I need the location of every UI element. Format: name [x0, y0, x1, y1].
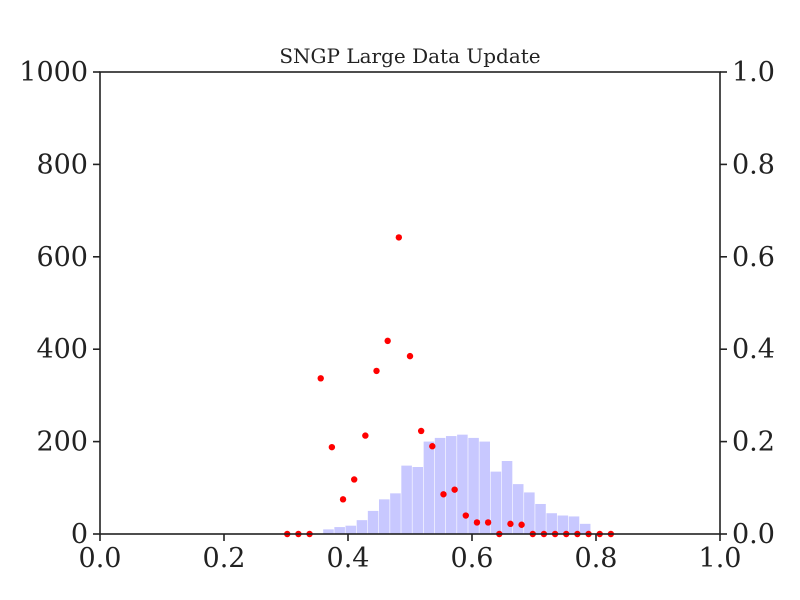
scatter-point: [440, 491, 447, 498]
y-tick-label: 200: [36, 427, 88, 458]
scatter-point: [473, 519, 481, 526]
scatter-point: [362, 432, 369, 439]
histogram-bar: [379, 499, 390, 534]
histogram-bar: [334, 527, 345, 534]
plot-frame: [99, 71, 721, 535]
scatter-point: [451, 486, 458, 493]
histogram-bar: [434, 437, 446, 534]
histogram-bar: [345, 525, 357, 534]
scatter-point: [518, 521, 525, 528]
histogram-bar: [557, 515, 569, 534]
histogram-bar: [401, 465, 412, 534]
scatter-point: [417, 427, 425, 435]
histogram-bar: [535, 503, 546, 534]
y2-tick-label: 0.8: [732, 149, 775, 180]
scatter-point: [484, 519, 492, 526]
scatter-point: [429, 443, 436, 450]
y2-tick-label: 0.6: [732, 242, 775, 273]
histogram-bar: [356, 520, 368, 534]
histogram-bar: [323, 529, 334, 534]
x-tick-label: 0.4: [327, 543, 370, 574]
x-tick-label: 0.6: [451, 543, 494, 574]
histogram-bar: [501, 461, 513, 534]
histogram-bar: [546, 513, 557, 534]
chart-title: SNGP Large Data Update: [279, 44, 540, 68]
histogram-bar: [524, 492, 535, 534]
y-tick-label: 0: [71, 519, 88, 550]
scatter-point: [462, 512, 469, 519]
histogram-bar: [457, 434, 468, 534]
scatter-point: [328, 443, 336, 451]
histogram-bar: [468, 437, 479, 534]
histogram-bar: [367, 510, 379, 534]
histogram-bar: [412, 467, 424, 534]
y-tick-label: 800: [36, 149, 88, 180]
histogram-bar: [390, 493, 401, 534]
x-tick-label: 0.0: [79, 543, 122, 574]
histogram: [323, 434, 591, 534]
y-tick-label: 600: [36, 242, 88, 273]
y2-tick-label: 0.2: [732, 427, 775, 458]
scatter-point: [395, 234, 403, 241]
y2-tick-label: 1.0: [732, 57, 775, 88]
x-tick-label: 0.2: [203, 543, 246, 574]
scatter-point: [351, 476, 358, 483]
y-tick-label: 400: [36, 334, 88, 365]
y2-tick-label: 0.0: [732, 519, 775, 550]
y2-tick-label: 0.4: [732, 334, 775, 365]
histogram-bar: [568, 516, 580, 534]
x-tick-label: 0.8: [575, 543, 618, 574]
scatter-point: [339, 496, 347, 503]
axes: 0.0 0.2 0.4 0.6 0.8 1.0 0 200 400 600 800 1000 0.0 0.…: [19, 57, 775, 574]
histogram-bar: [445, 436, 457, 534]
scatter-points: [284, 234, 615, 538]
scatter-point: [317, 375, 324, 382]
histogram-bar: [490, 471, 502, 534]
histogram-bar: [423, 441, 435, 534]
x-tick-label: 1.0: [699, 543, 742, 574]
histogram-bar: [512, 484, 524, 534]
scatter-point: [384, 337, 391, 345]
histogram-bar: [579, 523, 591, 534]
scatter-point: [406, 352, 414, 360]
scatter-point: [507, 520, 514, 528]
scatter-point: [373, 367, 380, 375]
histogram-bar: [479, 441, 490, 534]
y-tick-label: 1000: [19, 57, 88, 88]
